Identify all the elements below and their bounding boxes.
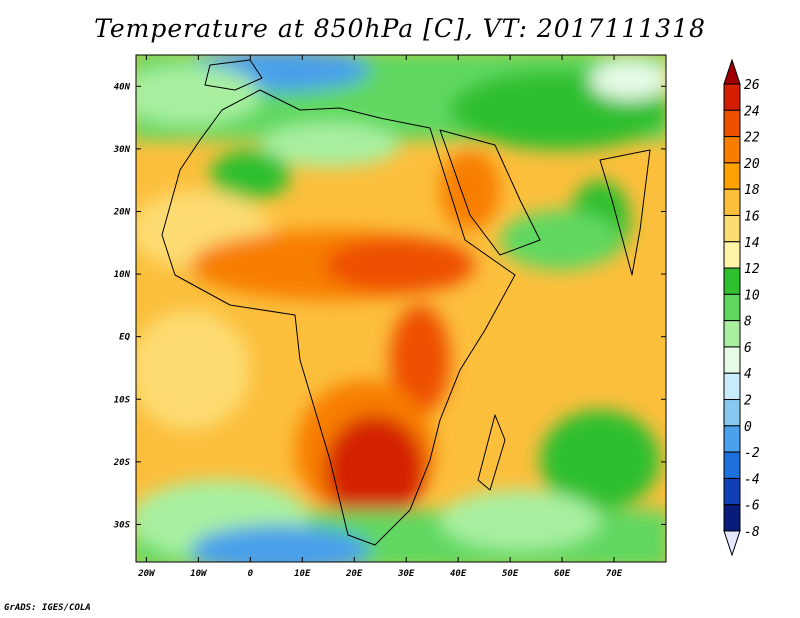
colorbar-box: [723, 372, 741, 401]
colorbar-box: [723, 267, 741, 295]
india-coastline: [599, 149, 651, 276]
coastlines: [161, 59, 651, 546]
chart-title: Temperature at 850hPa [C], VT: 201711131…: [94, 14, 706, 43]
x-tick-label: 60E: [554, 569, 571, 579]
africa-coastline: [161, 89, 516, 546]
iberia-coastline: [204, 59, 263, 91]
colorbar-label: 14: [744, 236, 760, 251]
x-tick-label: 20E: [345, 569, 363, 579]
colorbar-box: [723, 425, 741, 453]
colorbar-box: [723, 346, 741, 374]
temperature-field: [136, 55, 666, 562]
colorbar-box: [723, 399, 741, 427]
x-tick-label: 50E: [502, 569, 519, 579]
colorbar-label: 26: [744, 78, 760, 93]
x-tick-label: 20W: [137, 569, 156, 579]
x-axis: 20W 10W 0 10E 20E 30E 40E 50E 60E 70E: [137, 55, 623, 579]
colorbar-label: 4: [744, 367, 752, 382]
y-tick-label: 40N: [114, 82, 131, 92]
arabia-coastline: [439, 129, 541, 256]
colorbar-box: [723, 188, 741, 216]
x-tick-label: 0: [248, 569, 254, 579]
y-tick-label: 10N: [114, 270, 131, 280]
madagascar-coastline: [477, 414, 506, 491]
y-tick-label: EQ: [119, 333, 130, 343]
colorbar-box: [723, 504, 741, 532]
colorbar-box: [723, 293, 741, 322]
colorbar-label: 10: [744, 288, 760, 303]
y-tick-label: 20S: [113, 458, 131, 468]
colorbar-box: [723, 214, 741, 243]
colorbar-box: [723, 241, 741, 269]
colorbar-label: 0: [744, 420, 752, 435]
x-tick-label: 70E: [606, 569, 623, 579]
colorbar-box: [723, 320, 741, 348]
x-tick-label: 10W: [190, 569, 208, 579]
colorbar-label: 12: [744, 262, 760, 277]
y-axis: 40N 30N 20N 10N EQ 10S 20S 30S: [113, 82, 666, 530]
colorbar-box: [723, 162, 741, 190]
y-tick-label: 30S: [113, 520, 131, 530]
x-tick-label: 10E: [294, 569, 311, 579]
colorbar-label: 8: [744, 315, 752, 330]
colorbar-label: -2: [744, 446, 760, 461]
colorbar-top-arrow: [723, 58, 741, 85]
colorbar-bottom-arrow: [723, 530, 741, 557]
grads-credit: GrADS: IGES/COLA: [4, 603, 91, 613]
colorbar-label: -4: [744, 472, 760, 487]
colorbar-box: [723, 83, 741, 111]
y-tick-label: 30N: [113, 145, 131, 155]
colorbar-label: 22: [744, 131, 760, 146]
colorbar-label: 16: [744, 209, 760, 224]
plot-frame: [135, 54, 667, 563]
colorbar-box: [723, 109, 741, 138]
colorbar-label: 2: [744, 394, 752, 409]
y-tick-label: 20N: [113, 207, 131, 217]
x-tick-label: 30E: [397, 569, 415, 579]
colorbar-box: [723, 477, 741, 506]
colorbar-label: -8: [744, 525, 760, 540]
colorbar-label: -6: [744, 499, 760, 514]
colorbar-label: 24: [744, 104, 760, 119]
colorbar-label: 18: [744, 183, 760, 198]
colorbar-box: [723, 136, 741, 164]
colorbar-box: [723, 451, 741, 479]
colorbar-label: 20: [744, 157, 760, 172]
y-tick-label: 10S: [114, 395, 131, 405]
x-tick-label: 40E: [450, 569, 467, 579]
colorbar-label: 6: [744, 341, 752, 356]
